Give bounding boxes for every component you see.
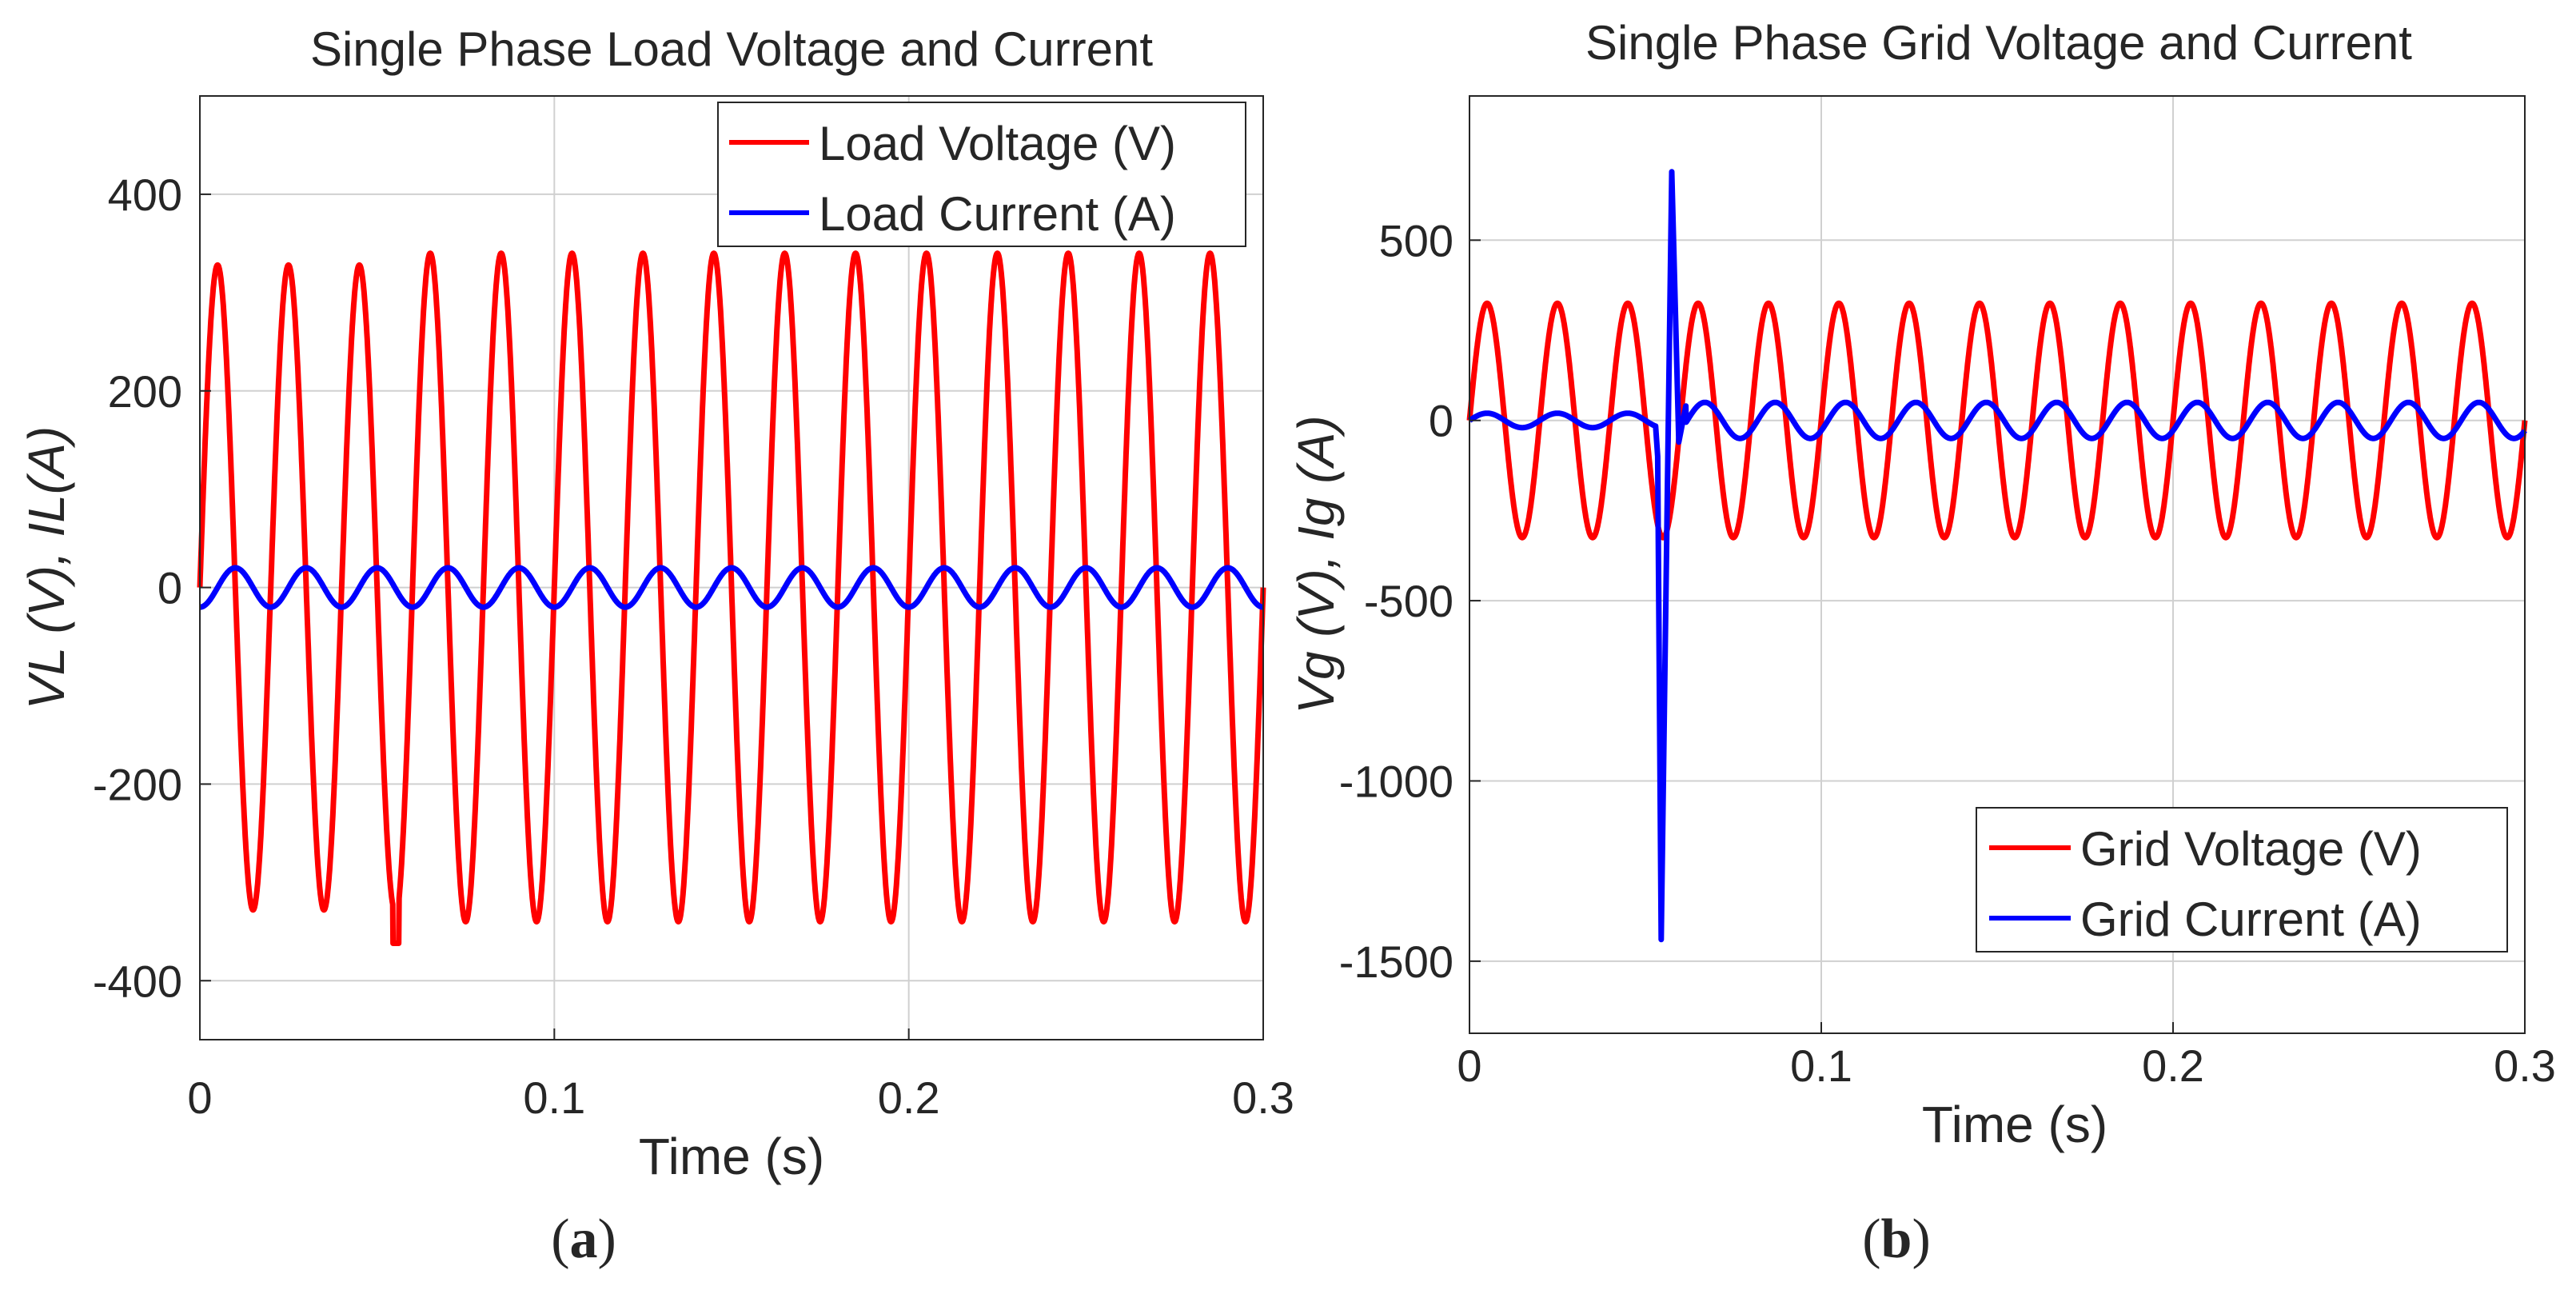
panel-b-xtick-label: 0.1 — [1790, 1040, 1852, 1091]
panel-b-ytick-label: -1500 — [1339, 937, 1453, 987]
panel-b-legend-label-current: Grid Current (A) — [2080, 893, 2422, 946]
panel-b-legend-label-voltage: Grid Voltage (V) — [2080, 822, 2422, 876]
panel-a-ticks: 0 0.1 0.2 0.3 -400 -200 0 200 400 — [93, 170, 1294, 1123]
panel-a-ytick-label: -200 — [93, 759, 182, 809]
panel-a-ytick-label: 400 — [108, 170, 182, 220]
panel-b-ticks: 0 0.1 0.2 0.3 -1500 -1000 -500 0 500 — [1339, 215, 2556, 1091]
panel-b-title: Single Phase Grid Voltage and Current — [1585, 16, 2412, 70]
panel-b-ylabel: Vg (V), Ig (A) — [1287, 415, 1345, 713]
panel-b-legend-box — [1976, 807, 2508, 953]
panel-b-caption: (b) — [1862, 1208, 1931, 1270]
panel-a-series-current-line — [197, 565, 1266, 610]
panel-a-legend-box — [717, 102, 1246, 247]
panel-b-ytick-label: 0 — [1429, 396, 1453, 446]
panel-a-caption: (a) — [551, 1208, 616, 1270]
panel-b-legend: Grid Voltage (V) Grid Current (A) — [1976, 807, 2508, 953]
panel-a-xlabel: Time (s) — [639, 1128, 824, 1185]
panel-a-title: Single Phase Load Voltage and Current — [310, 22, 1153, 76]
panel-a-ytick-label: 0 — [158, 563, 182, 613]
panel-a-ylabel: VL (V), IL(A) — [18, 426, 75, 709]
panel-b-xtick-label: 0.3 — [2494, 1040, 2556, 1091]
panel-b-plot-frame — [1469, 95, 2526, 1034]
panel-b-series — [1466, 169, 2528, 943]
panel-a-series-voltage-line — [197, 250, 1266, 946]
panel-a-xtick-label: 0.1 — [523, 1072, 585, 1123]
panel-a-legend-label-voltage: Load Voltage (V) — [819, 117, 1176, 170]
panel-a-ytick-label: -400 — [93, 956, 182, 1006]
panel-a-series — [197, 250, 1266, 946]
panel-b-xtick-label: 0 — [1457, 1040, 1481, 1091]
panel-a-xtick-label: 0.3 — [1232, 1072, 1294, 1123]
panel-a-caption-letter: a — [570, 1208, 598, 1270]
panel-a-legend-label-current: Load Current (A) — [819, 187, 1176, 241]
panel-b-series-current-line — [1466, 169, 2528, 943]
panel-a-legend: Load Voltage (V) Load Current (A) — [717, 102, 1246, 247]
panel-b-caption-letter: b — [1881, 1208, 1912, 1270]
panel-a-plot-frame — [199, 95, 1264, 1040]
panel-b-xtick-label: 0.2 — [2142, 1040, 2204, 1091]
panel-a-xtick-label: 0 — [187, 1072, 212, 1123]
panel-b-ytick-label: -1000 — [1339, 756, 1453, 806]
panel-b-xlabel: Time (s) — [1922, 1096, 2107, 1153]
panel-a-xtick-label: 0.2 — [878, 1072, 940, 1123]
panel-a-ytick-label: 200 — [108, 366, 182, 417]
panel-b-ytick-label: -500 — [1364, 576, 1453, 626]
panel-b-ytick-label: 500 — [1379, 215, 1453, 266]
